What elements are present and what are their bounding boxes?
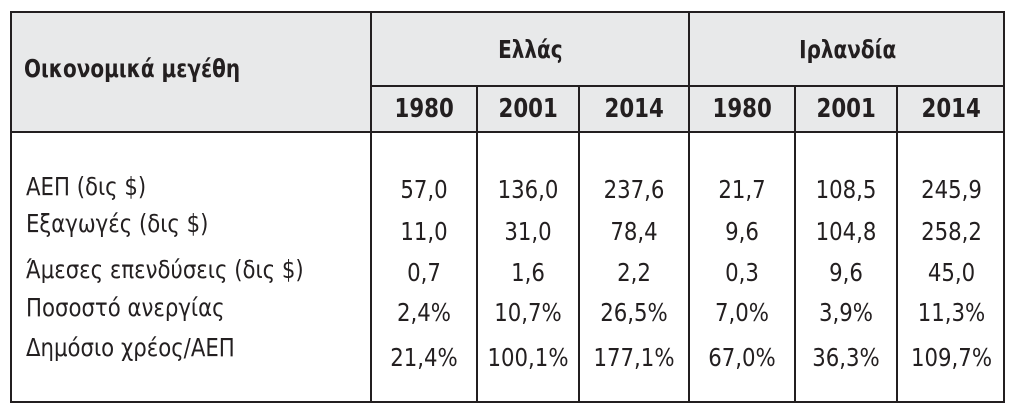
country-header-greece: Ελλάς	[372, 13, 688, 85]
table-cell: 31,0	[504, 217, 552, 246]
table-cell: 2,2	[617, 258, 651, 287]
year-header: 2001	[478, 87, 578, 131]
country-name: Ιρλανδία	[798, 34, 897, 64]
table-cell: 136,0	[497, 175, 559, 204]
year-label: 2001	[816, 94, 876, 124]
year-header: 2014	[898, 87, 1005, 131]
table-cell: 11,0	[400, 217, 448, 246]
column-divider	[578, 85, 580, 401]
table-cell: 21,4%	[390, 343, 458, 372]
table-cell: 21,7	[718, 175, 766, 204]
table-cell: 9,6	[725, 217, 759, 246]
table-cell: 104,8	[815, 217, 877, 246]
row-label: Ποσοστό ανεργίας	[26, 293, 225, 322]
table-cell: 36,3%	[812, 343, 880, 372]
year-label: 2001	[498, 94, 558, 124]
year-label: 2014	[604, 94, 664, 124]
year-header: 2001	[796, 87, 896, 131]
table-cell: 11,3%	[917, 298, 986, 327]
column-divider	[370, 13, 372, 401]
header-bottom-border	[12, 131, 1003, 133]
table-cell: 1,6	[511, 258, 545, 287]
table-cell: 0,3	[725, 258, 759, 287]
column-divider	[476, 85, 478, 401]
year-header: 1980	[690, 87, 794, 131]
country-header-ireland: Ιρλανδία	[690, 13, 1005, 85]
column-divider	[794, 85, 796, 401]
row-label: ΑΕΠ (δις $)	[26, 172, 147, 201]
table-cell: 245,9	[921, 175, 982, 204]
table-cell: 10,7%	[494, 298, 562, 327]
year-label: 2014	[921, 94, 982, 124]
country-name: Ελλάς	[497, 34, 563, 64]
table-cell: 3,9%	[818, 298, 873, 327]
table-cell: 177,1%	[593, 343, 675, 372]
row-label: Άμεσες επενδύσεις (δις $)	[26, 255, 304, 284]
table-cell: 26,5%	[600, 298, 668, 327]
table-cell: 45,0	[927, 258, 976, 287]
row-label: Εξαγωγές (δις $)	[26, 209, 209, 238]
table-header-background	[12, 13, 1003, 133]
table-cell: 0,7	[407, 258, 441, 287]
table-cell: 109,7%	[910, 343, 993, 372]
table-cell: 258,2	[921, 217, 982, 246]
table-cell: 108,5	[815, 175, 877, 204]
table-cell: 237,6	[603, 175, 665, 204]
table-cell: 7,0%	[714, 298, 769, 327]
economic-indicators-table: Οικονομικά μεγέθη Ελλάς Ιρλανδία 1980 20…	[10, 11, 1005, 403]
table-cell: 2,4%	[396, 298, 451, 327]
year-label: 1980	[394, 94, 454, 124]
table-cell: 67,0%	[708, 343, 776, 372]
year-header: 2014	[580, 87, 688, 131]
header-label-cell: Οικονομικά μεγέθη	[12, 13, 312, 123]
year-header: 1980	[372, 87, 476, 131]
table-cell: 100,1%	[487, 343, 569, 372]
column-divider	[688, 13, 690, 401]
table-cell: 9,6	[829, 258, 863, 287]
table-cell: 57,0	[400, 175, 448, 204]
row-label: Δημόσιο χρέος/ΑΕΠ	[26, 333, 235, 362]
header-label: Οικονομικά μεγέθη	[24, 53, 241, 83]
column-divider	[896, 85, 898, 401]
table-cell: 78,4	[610, 217, 658, 246]
year-label: 1980	[712, 94, 772, 124]
